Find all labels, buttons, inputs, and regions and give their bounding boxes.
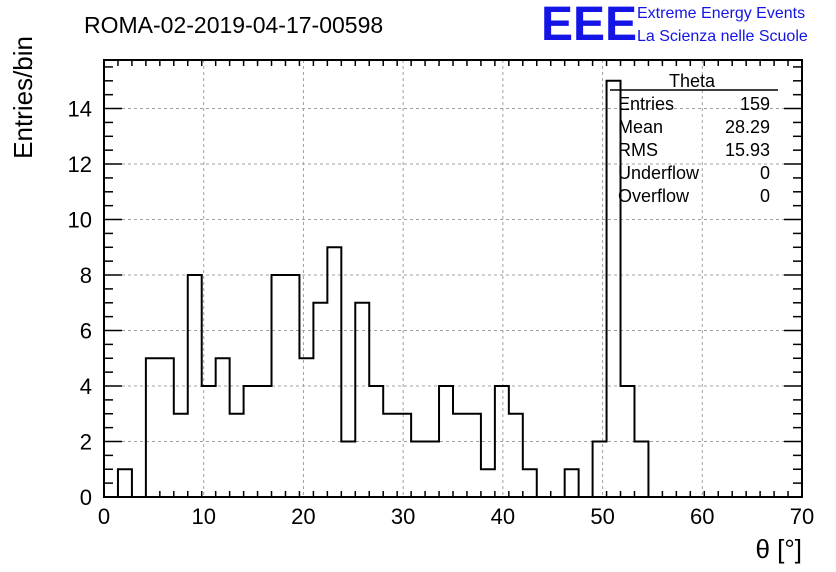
- histogram-bin: [118, 469, 132, 497]
- y-tick-label: 0: [80, 485, 92, 510]
- histogram-bin: [272, 275, 286, 497]
- stats-box: Theta Entries 159 Mean 28.29 RMS 15.93 Underfl…: [610, 71, 778, 206]
- histogram-bin: [285, 275, 299, 497]
- histogram-bin: [313, 303, 327, 497]
- histogram-bin: [481, 469, 495, 497]
- stats-title: Theta: [669, 71, 716, 91]
- x-tick-label: 0: [98, 504, 110, 529]
- histogram-bin: [634, 442, 648, 497]
- histogram-bin: [216, 358, 230, 497]
- histogram-bin: [495, 386, 509, 497]
- histogram-bin: [593, 442, 607, 497]
- histogram-bin: [509, 414, 523, 497]
- y-tick-label: 6: [80, 319, 92, 344]
- x-tick-label: 30: [391, 504, 415, 529]
- histogram-bin: [299, 358, 313, 497]
- x-axis-label: θ [°]: [755, 534, 802, 564]
- y-tick-label: 8: [80, 263, 92, 288]
- stats-row-label: Mean: [618, 117, 663, 137]
- x-tick-labels: 0 10 20 30 40 50 60 70: [98, 504, 814, 529]
- stats-row-value: 0: [760, 163, 770, 183]
- histogram-bin: [258, 386, 272, 497]
- chart-title: ROMA-02-2019-04-17-00598: [84, 12, 383, 38]
- histogram-bin: [397, 414, 411, 497]
- histogram-bin: [383, 414, 397, 497]
- histogram-bin: [244, 386, 258, 497]
- histogram-bin: [146, 358, 160, 497]
- stats-row-label: RMS: [618, 140, 658, 160]
- histogram-bin: [174, 414, 188, 497]
- histogram-bin: [355, 303, 369, 497]
- histogram-bin: [327, 247, 341, 497]
- x-tick-label: 70: [790, 504, 814, 529]
- x-tick-label: 60: [690, 504, 714, 529]
- histogram-bin: [565, 469, 579, 497]
- brand-line-1: Extreme Energy Events: [637, 5, 805, 22]
- histogram-bin: [439, 386, 453, 497]
- x-tick-label: 40: [491, 504, 515, 529]
- stats-row-label: Overflow: [618, 186, 690, 206]
- histogram-bin: [369, 386, 383, 497]
- histogram-bin: [425, 442, 439, 497]
- histogram-bin: [202, 386, 216, 497]
- y-tick-label: 10: [68, 208, 92, 233]
- brand-logo: EEE: [541, 0, 637, 51]
- histogram-line: [104, 79, 802, 498]
- stats-row-value: 15.93: [725, 140, 770, 160]
- stats-row-label: Entries: [618, 94, 674, 114]
- histogram-bin: [160, 358, 174, 497]
- y-tick-label: 14: [68, 97, 92, 122]
- y-tick-label: 2: [80, 430, 92, 455]
- histogram-bin: [453, 414, 467, 497]
- histogram-bin: [230, 414, 244, 497]
- histogram-bin: [621, 386, 635, 497]
- histogram-bin: [467, 414, 481, 497]
- stats-row-label: Underflow: [618, 163, 700, 183]
- stats-row-value: 0: [760, 186, 770, 206]
- y-tick-labels: 0 2 4 6 8 10 12 14: [68, 97, 92, 510]
- y-tick-label: 4: [80, 374, 92, 399]
- stats-row-value: 28.29: [725, 117, 770, 137]
- histogram-bin: [523, 469, 537, 497]
- stats-row-value: 159: [740, 94, 770, 114]
- x-tick-label: 20: [291, 504, 315, 529]
- y-tick-label: 12: [68, 152, 92, 177]
- y-axis-label: Entries/bin: [8, 36, 38, 159]
- ticks: [103, 60, 803, 498]
- histogram-bin: [188, 275, 202, 497]
- histogram-bin: [411, 442, 425, 497]
- brand-line-2: La Scienza nelle Scuole: [637, 28, 808, 45]
- x-tick-label: 10: [191, 504, 215, 529]
- x-tick-label: 50: [590, 504, 614, 529]
- histogram-bin: [341, 442, 355, 497]
- histogram: [104, 79, 802, 498]
- brand: EEE Extreme Energy Events La Scienza nel…: [541, 0, 808, 51]
